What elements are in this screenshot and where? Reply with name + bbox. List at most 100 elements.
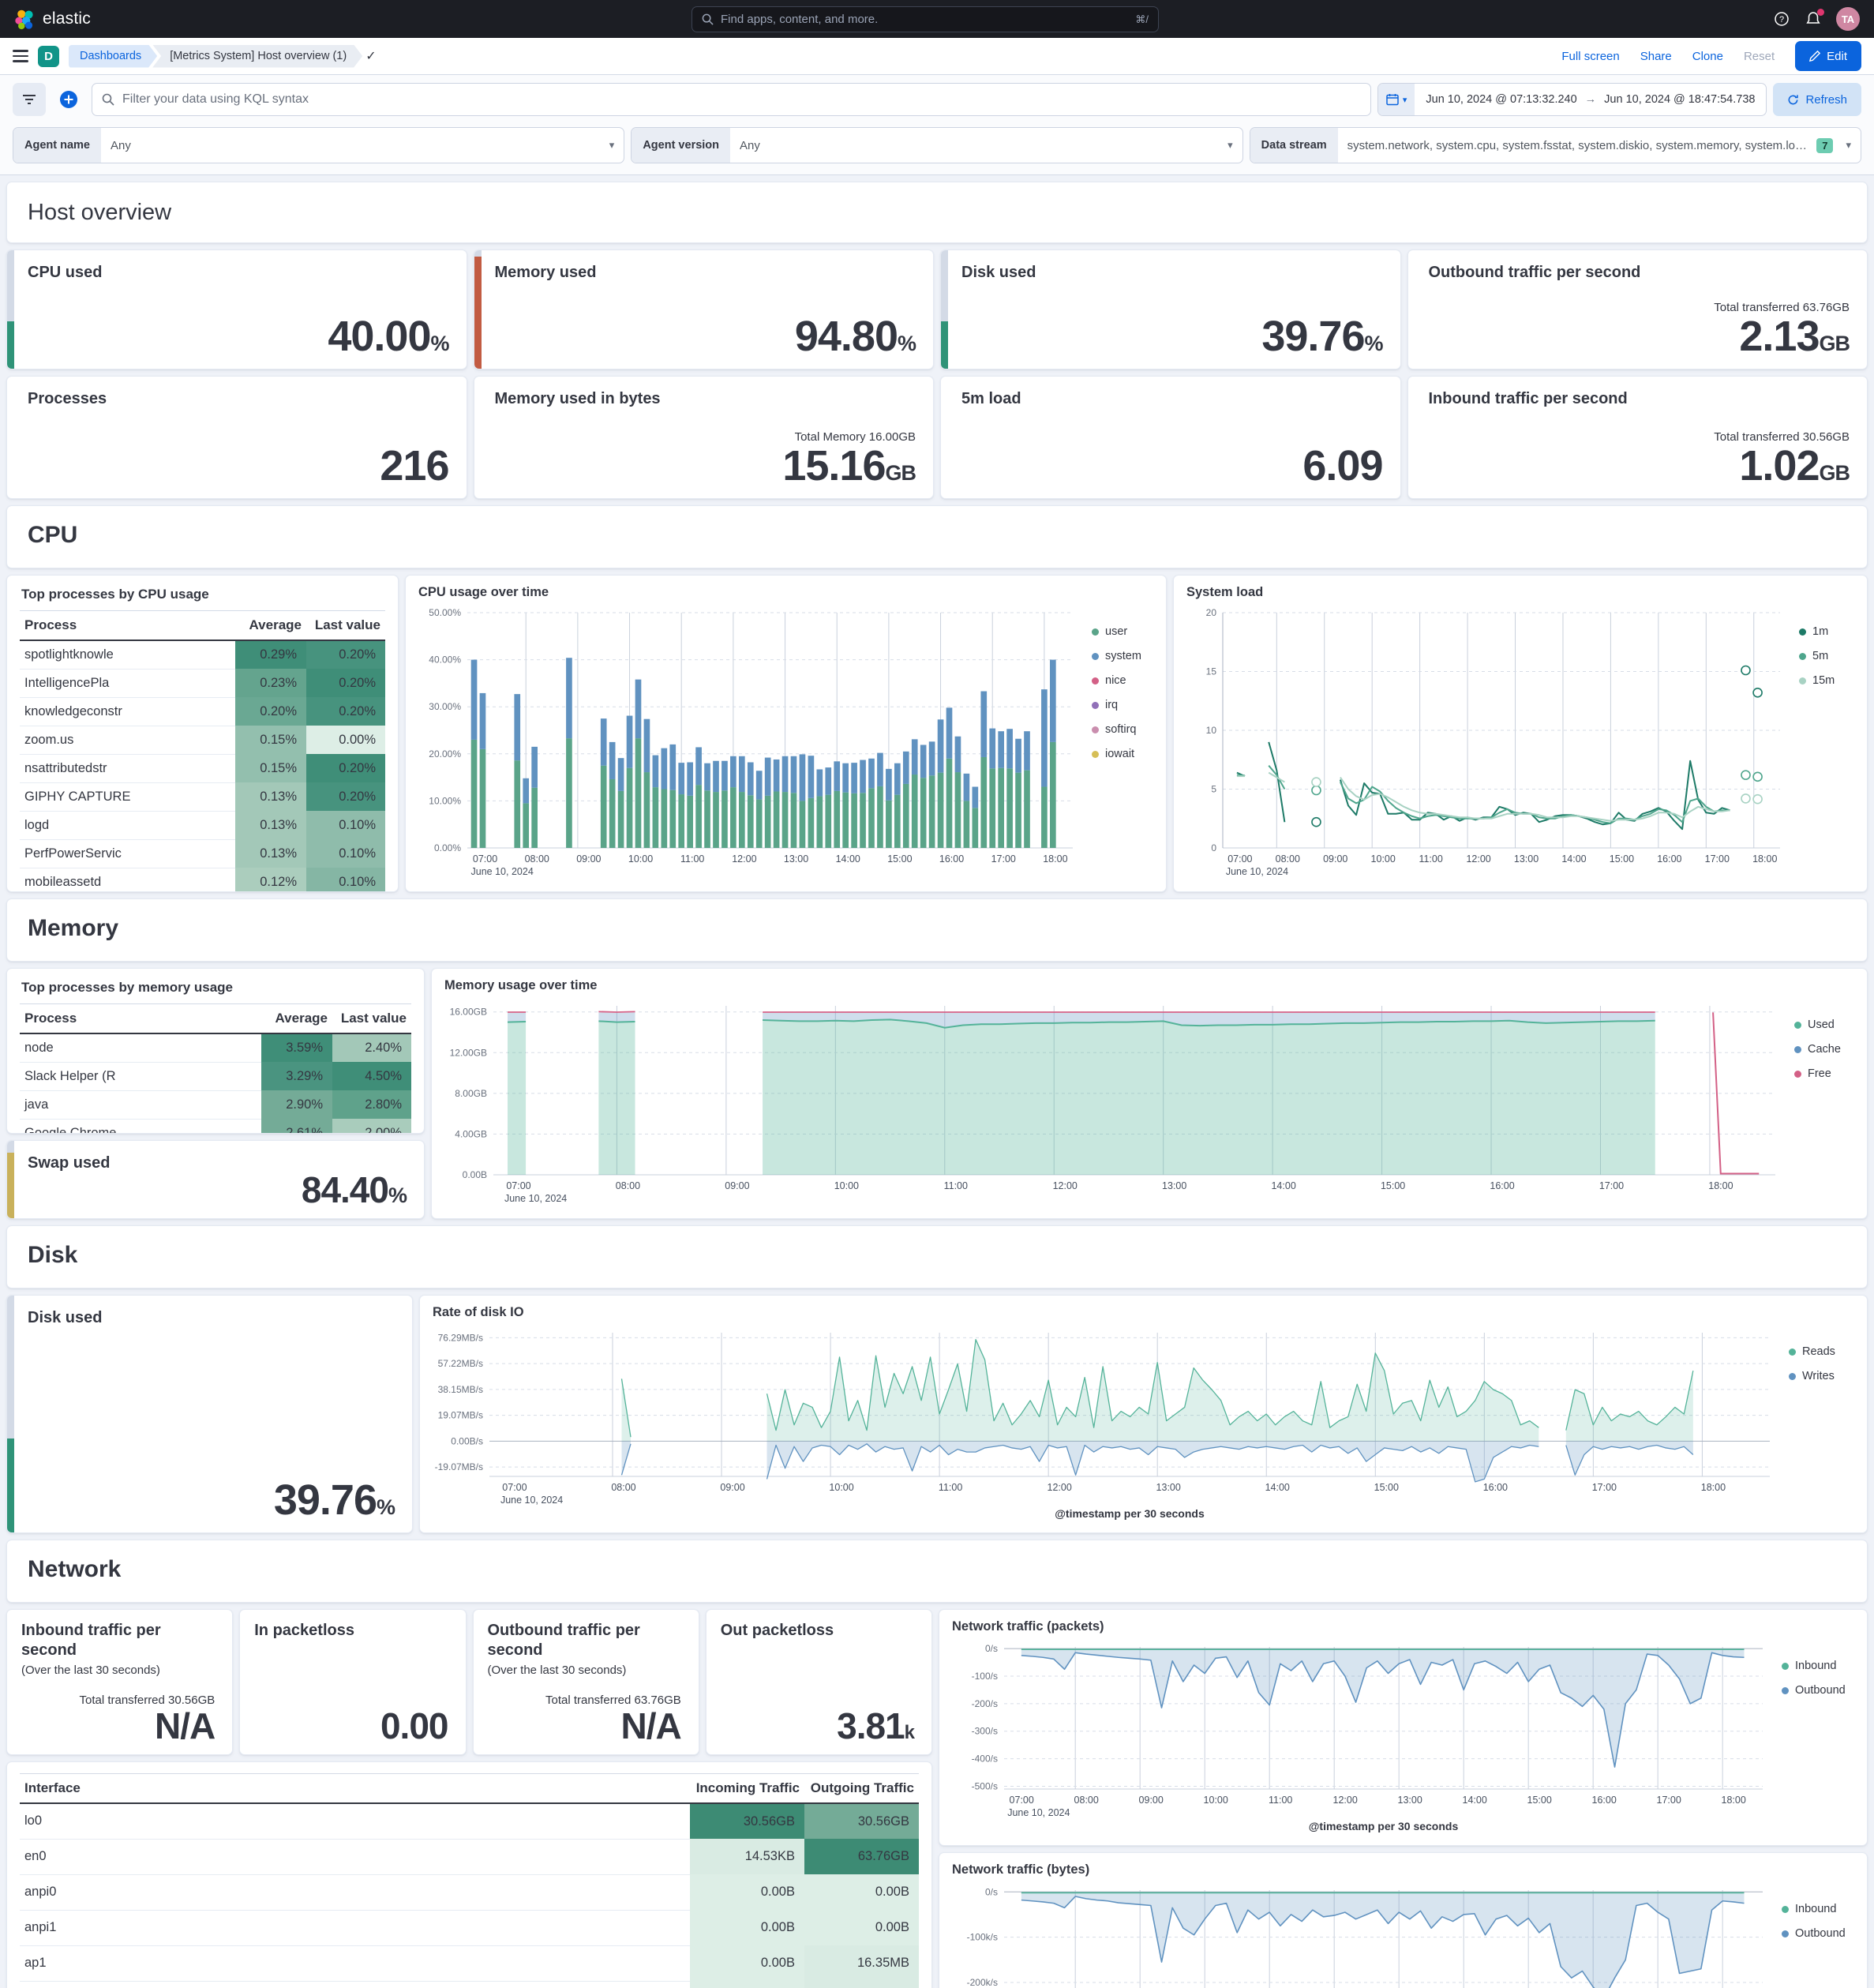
- svg-text:07:00: 07:00: [1010, 1795, 1034, 1806]
- interface-row[interactable]: awdl00.00B451.79KB: [20, 1981, 919, 1988]
- legend-item-iowait[interactable]: iowait: [1092, 748, 1141, 760]
- svg-text:14:00: 14:00: [1265, 1482, 1290, 1493]
- interface-row[interactable]: anpi0 0.00B 0.00B: [20, 1874, 919, 1911]
- section-header-memory: Memory: [6, 898, 1868, 962]
- legend-dot: [1799, 628, 1806, 636]
- avatar[interactable]: TA: [1836, 7, 1860, 31]
- legend-item-1m[interactable]: 1m: [1799, 625, 1835, 638]
- table-row[interactable]: Slack Helper (R 3.29% 4.50%: [20, 1062, 411, 1091]
- legend-dot: [1092, 652, 1099, 660]
- table-row[interactable]: GIPHY CAPTURE 0.13% 0.20%: [20, 782, 385, 812]
- pencil-icon: [1809, 51, 1821, 62]
- legend-item-5m[interactable]: 5m: [1799, 650, 1835, 662]
- table-row[interactable]: zoom.us 0.15% 0.00%: [20, 726, 385, 755]
- outgoing-cell: 16.35MB: [804, 1945, 919, 1981]
- table-row[interactable]: spotlightknowle 0.29% 0.20%: [20, 640, 385, 670]
- legend-item-irq[interactable]: irq: [1092, 699, 1141, 711]
- table-row[interactable]: nsattributedstr 0.15% 0.20%: [20, 754, 385, 783]
- legend-item-inbound[interactable]: Inbound: [1782, 1903, 1846, 1915]
- elastic-logo[interactable]: elastic: [14, 9, 91, 30]
- outgoing-cell: 451.79KB: [804, 1981, 919, 1988]
- table-row[interactable]: IntelligencePla 0.23% 0.20%: [20, 669, 385, 698]
- legend-item-writes[interactable]: Writes: [1789, 1370, 1835, 1382]
- filter-menu-button[interactable]: [13, 83, 46, 116]
- chart-title: Network traffic (packets): [952, 1619, 1104, 1634]
- table-row[interactable]: Google Chrome 2.61% 2.00%: [20, 1119, 411, 1133]
- metric-title: Inbound traffic per second: [21, 1622, 161, 1659]
- legend-item-free[interactable]: Free: [1794, 1067, 1841, 1080]
- nav-action-reset[interactable]: Reset: [1743, 49, 1775, 63]
- interface-row[interactable]: ap1 0.00B 16.35MB: [20, 1945, 919, 1982]
- interface-row[interactable]: lo0 30.56GB 30.56GB: [20, 1803, 919, 1840]
- table-row[interactable]: knowledgeconstr 0.20% 0.20%: [20, 697, 385, 726]
- edit-button[interactable]: Edit: [1795, 41, 1861, 71]
- filter-control-agent-version[interactable]: Agent version Any ▾: [631, 127, 1243, 163]
- breadcrumb-dashboards[interactable]: Dashboards: [69, 45, 157, 68]
- gauge-fill: [474, 256, 482, 369]
- help-icon[interactable]: ?: [1773, 10, 1790, 28]
- legend-item-user[interactable]: user: [1092, 625, 1141, 638]
- table-row[interactable]: logd 0.13% 0.10%: [20, 811, 385, 840]
- metric-title: Processes: [28, 390, 107, 407]
- svg-text:15:00: 15:00: [1381, 1180, 1405, 1191]
- table-row[interactable]: java 2.90% 2.80%: [20, 1090, 411, 1120]
- dashboard-app-badge[interactable]: D: [38, 45, 59, 67]
- date-range-picker[interactable]: ▾ Jun 10, 2024 @ 07:13:32.240 → Jun 10, …: [1377, 83, 1767, 116]
- add-filter-button[interactable]: [52, 83, 85, 116]
- process-name: spotlightknowle: [20, 640, 235, 670]
- svg-text:12:00: 12:00: [1333, 1795, 1358, 1806]
- legend-item-reads[interactable]: Reads: [1789, 1345, 1835, 1358]
- legend-item-outbound[interactable]: Outbound: [1782, 1684, 1846, 1697]
- legend-item-cache[interactable]: Cache: [1794, 1043, 1841, 1056]
- filter-control-agent-name[interactable]: Agent name Any ▾: [13, 127, 625, 163]
- calendar-icon[interactable]: ▾: [1377, 84, 1415, 115]
- kql-search-input[interactable]: Filter your data using KQL syntax: [92, 83, 1371, 116]
- table-row[interactable]: mobileassetd 0.12% 0.10%: [20, 868, 385, 891]
- refresh-button[interactable]: Refresh: [1773, 83, 1861, 116]
- filter-value: Any: [740, 138, 760, 152]
- legend-item-nice[interactable]: nice: [1092, 674, 1141, 687]
- legend-dot: [1092, 701, 1099, 709]
- chart-legend: user system nice irq softirq iowait: [1084, 603, 1141, 881]
- svg-text:09:00: 09:00: [576, 853, 601, 865]
- global-search-input[interactable]: Find apps, content, and more. ⌘/: [692, 6, 1159, 32]
- legend-dot: [1092, 677, 1099, 685]
- date-to[interactable]: Jun 10, 2024 @ 18:47:54.738: [1604, 93, 1756, 106]
- global-search-placeholder: Find apps, content, and more.: [721, 13, 879, 26]
- svg-text:-400/s: -400/s: [972, 1754, 998, 1765]
- date-from[interactable]: Jun 10, 2024 @ 07:13:32.240: [1426, 93, 1577, 106]
- checkmark-icon[interactable]: ✓: [365, 50, 377, 63]
- svg-text:June 10, 2024: June 10, 2024: [1226, 866, 1288, 877]
- legend-item-used[interactable]: Used: [1794, 1018, 1841, 1031]
- nav-action-full-screen[interactable]: Full screen: [1561, 49, 1620, 63]
- last-value-cell: 0.10%: [306, 839, 385, 868]
- svg-text:June 10, 2024: June 10, 2024: [504, 1193, 567, 1204]
- interface-row[interactable]: en0 14.53KB 63.76GB: [20, 1839, 919, 1875]
- legend-item-outbound[interactable]: Outbound: [1782, 1927, 1846, 1940]
- last-value-cell: 0.20%: [306, 640, 385, 669]
- menu-icon[interactable]: [13, 50, 28, 62]
- legend-item-15m[interactable]: 15m: [1799, 674, 1835, 687]
- metric-value: 39.76%: [1261, 313, 1383, 361]
- chart-legend: Reads Writes: [1781, 1323, 1835, 1522]
- svg-text:40.00%: 40.00%: [429, 655, 461, 666]
- section-header-network: Network: [6, 1540, 1868, 1603]
- svg-text:13:00: 13:00: [1162, 1180, 1186, 1191]
- filter-icon: [23, 95, 36, 104]
- metric-title: Inbound traffic per second: [1428, 390, 1628, 407]
- legend-item-softirq[interactable]: softirq: [1092, 723, 1141, 736]
- newsfeed-icon[interactable]: [1805, 9, 1824, 28]
- legend-item-system[interactable]: system: [1092, 650, 1141, 662]
- nav-action-clone[interactable]: Clone: [1692, 49, 1723, 63]
- legend-item-inbound[interactable]: Inbound: [1782, 1660, 1846, 1672]
- chevron-down-icon: ▾: [1846, 139, 1851, 151]
- nav-action-share[interactable]: Share: [1640, 49, 1672, 63]
- interface-row[interactable]: anpi1 0.00B 0.00B: [20, 1910, 919, 1946]
- table-row[interactable]: node 3.59% 2.40%: [20, 1033, 411, 1063]
- svg-text:0.00B: 0.00B: [463, 1169, 487, 1180]
- table-row[interactable]: PerfPowerServic 0.13% 0.10%: [20, 839, 385, 868]
- incoming-cell: 30.56GB: [690, 1803, 804, 1839]
- filter-control-data-stream[interactable]: Data stream system.network, system.cpu, s…: [1249, 127, 1861, 163]
- svg-text:8.00GB: 8.00GB: [455, 1088, 487, 1099]
- network-traffic-bytes-plot: 0/s-100k/s-200k/s-300k/s07:0008:0009:001…: [967, 1886, 1763, 1988]
